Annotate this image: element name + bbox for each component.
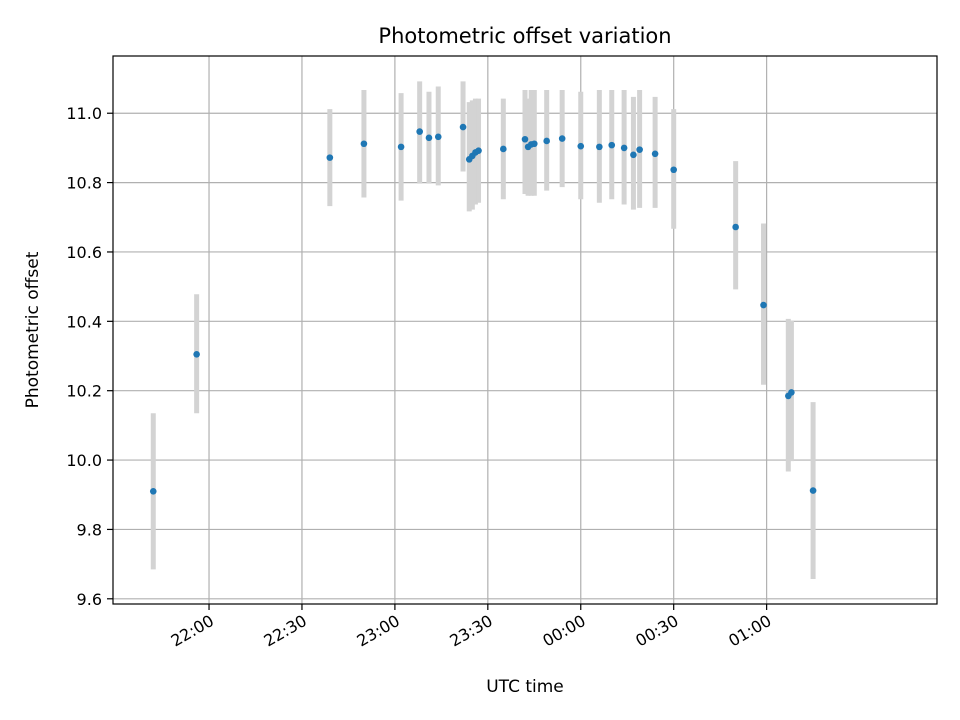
data-point bbox=[530, 140, 538, 148]
data-point bbox=[577, 142, 585, 150]
data-points bbox=[149, 123, 817, 495]
data-point bbox=[326, 154, 334, 161]
data-point bbox=[416, 128, 423, 135]
data-point bbox=[620, 144, 628, 152]
data-point bbox=[732, 223, 739, 231]
data-point bbox=[475, 147, 482, 154]
y-tick-label: 10.2 bbox=[66, 382, 102, 401]
data-point bbox=[596, 143, 603, 151]
data-point bbox=[459, 123, 467, 131]
data-point bbox=[651, 150, 659, 158]
y-tick-label: 10.4 bbox=[66, 312, 102, 331]
data-point bbox=[425, 134, 433, 142]
data-point bbox=[149, 487, 157, 495]
data-point bbox=[636, 146, 643, 153]
data-point bbox=[434, 133, 442, 141]
data-point bbox=[521, 135, 529, 143]
data-point bbox=[760, 301, 767, 309]
y-tick-label: 10.0 bbox=[66, 451, 102, 470]
data-point bbox=[788, 389, 795, 396]
data-point bbox=[543, 137, 550, 145]
chart-title: Photometric offset variation bbox=[378, 24, 671, 48]
data-point bbox=[630, 151, 637, 159]
y-tick-label: 10.8 bbox=[66, 174, 102, 193]
data-point bbox=[397, 143, 405, 151]
data-point bbox=[360, 140, 368, 148]
data-point bbox=[193, 350, 200, 358]
y-tick-label: 11.0 bbox=[66, 104, 102, 123]
x-axis-title: UTC time bbox=[486, 677, 564, 697]
data-point bbox=[809, 487, 817, 494]
data-point bbox=[558, 135, 566, 142]
data-point bbox=[670, 166, 677, 174]
y-tick-label: 9.8 bbox=[77, 520, 102, 539]
y-tick-label: 9.6 bbox=[77, 590, 102, 609]
data-point bbox=[608, 141, 616, 149]
y-tick-label: 10.6 bbox=[66, 243, 102, 262]
y-axis-title: Photometric offset bbox=[23, 251, 43, 408]
data-point bbox=[500, 145, 507, 153]
plot-frame bbox=[112, 55, 938, 605]
y-axis-ticks: 9.6 9.8 10.0 10.2 10.4 10.6 10.8 11.0 bbox=[66, 104, 113, 609]
